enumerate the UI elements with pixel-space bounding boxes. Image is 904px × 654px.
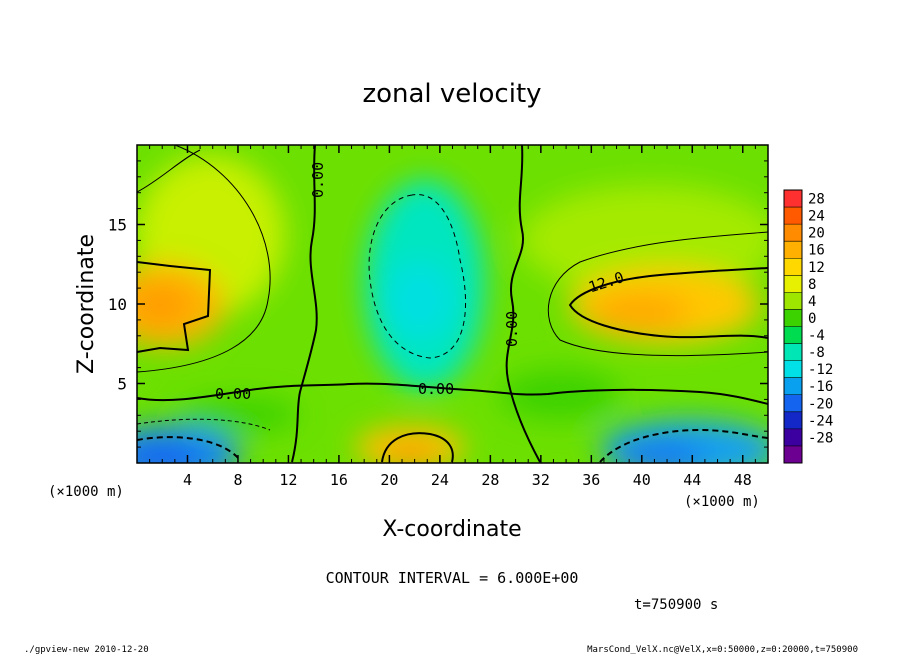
source-label: MarsCond_VelX.nc@VelX,x=0:50000,z=0:2000… [587, 645, 858, 654]
colorbar-label: -24 [808, 413, 833, 429]
y-axis-label: Z-coordinate [74, 234, 99, 374]
contour-label: 0.00 [309, 162, 327, 198]
x-unit-label-right: (×1000 m) [684, 494, 760, 510]
heatmap-field [137, 145, 768, 463]
contour-interval-text: CONTOUR INTERVAL = 6.000E+00 [326, 569, 579, 587]
x-tick-label: 16 [330, 471, 348, 489]
colorbar-swatch [784, 394, 802, 413]
colorbar-label: -4 [808, 328, 825, 344]
colorbar-swatch [784, 241, 802, 259]
chart-title: zonal velocity [362, 79, 541, 109]
contour-label: 0.00 [503, 311, 521, 347]
colorbar-swatch [784, 343, 802, 362]
x-tick-label: 24 [431, 471, 449, 489]
x-tick-label: 48 [734, 471, 752, 489]
colorbar-label: 24 [808, 209, 825, 225]
x-tick-label: 20 [380, 471, 398, 489]
colorbar-label: 0 [808, 311, 816, 327]
colorbar-swatch [784, 445, 802, 464]
x-tick-label: 28 [481, 471, 499, 489]
colorbar-swatch [784, 207, 802, 225]
colorbar-swatch [784, 377, 802, 396]
y-tick-label: 5 [117, 375, 127, 394]
x-tick-label: 32 [532, 471, 550, 489]
colorbar-label: 12 [808, 260, 825, 276]
contour-label: 0.00 [418, 380, 454, 398]
x-tick-label: 44 [683, 471, 701, 489]
x-tick-label: 36 [582, 471, 600, 489]
colorbar-label: -20 [808, 396, 833, 412]
colorbar-label: -16 [808, 379, 833, 395]
colorbar-swatch [784, 275, 802, 293]
colorbar-swatch [784, 411, 802, 430]
program-label: ./gpview-new 2010-12-20 [24, 645, 149, 654]
colorbar-label: 4 [808, 294, 816, 310]
colorbar-label: -28 [808, 430, 833, 446]
colorbar-label: -8 [808, 345, 825, 361]
colorbar-swatch [784, 224, 802, 242]
y-tick-label: 10 [108, 295, 127, 314]
y-tick-label: 15 [108, 216, 127, 235]
colorbar-swatch [784, 428, 802, 447]
colorbar-swatch [784, 360, 802, 379]
x-tick-label: 12 [279, 471, 297, 489]
colorbar-label: 28 [808, 192, 825, 208]
colorbar-label: -12 [808, 362, 833, 378]
x-tick-label: 8 [233, 471, 242, 489]
x-tick-label: 40 [633, 471, 651, 489]
colorbar-swatch [784, 309, 802, 327]
x-axis: 4 8 12 16 20 24 28 32 36 40 44 48 [149, 145, 756, 489]
colorbar-label: 16 [808, 243, 825, 259]
colorbar-swatch [784, 326, 802, 345]
colorbar-swatch [784, 258, 802, 276]
x-unit-label: (×1000 m) [48, 484, 124, 500]
contour-lines [137, 145, 768, 463]
time-label: t=750900 s [634, 597, 718, 613]
x-axis-label: X-coordinate [382, 517, 521, 542]
colorbar-swatch [784, 292, 802, 310]
y-axis: 5 10 15 [108, 160, 768, 448]
colorbar-swatch [784, 190, 802, 208]
colorbar-label: 20 [808, 226, 825, 242]
contour-label-group: 0.00 0.00 0.00 0.00 12.0 [215, 162, 626, 403]
contour-label: 0.00 [215, 385, 251, 403]
x-tick-label: 4 [183, 471, 192, 489]
colorbar-label: 8 [808, 277, 816, 293]
